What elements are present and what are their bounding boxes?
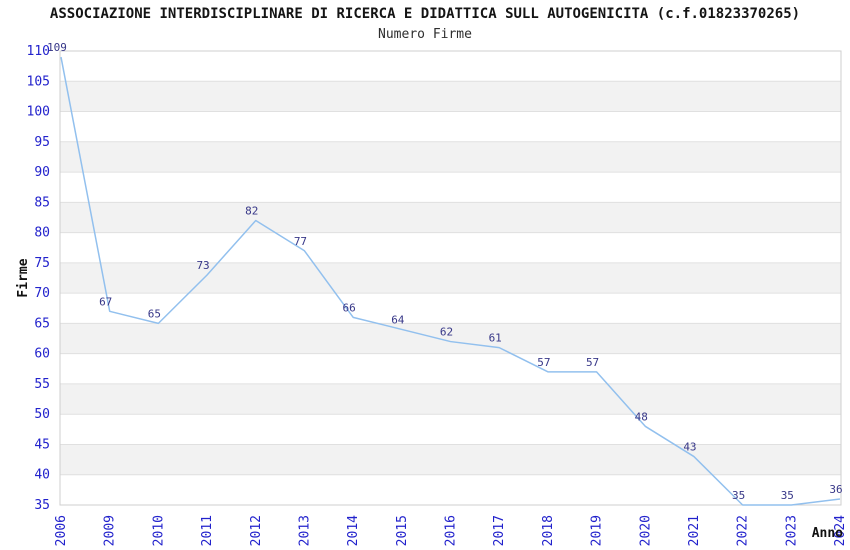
y-tick-label: 45 bbox=[34, 437, 50, 452]
data-label: 35 bbox=[732, 489, 745, 502]
x-tick-label: 2018 bbox=[541, 515, 556, 546]
y-tick-label: 80 bbox=[34, 226, 50, 241]
data-label: 57 bbox=[537, 356, 550, 369]
y-tick-label: 75 bbox=[34, 256, 50, 271]
grid-band bbox=[60, 262, 841, 294]
chart-subtitle: Numero Firme bbox=[378, 27, 472, 42]
data-line bbox=[60, 56, 841, 506]
x-tick-label: 2009 bbox=[103, 515, 118, 546]
x-tick-label: 2023 bbox=[784, 515, 799, 546]
y-tick-label: 35 bbox=[34, 498, 50, 513]
data-label: 77 bbox=[294, 235, 307, 248]
x-tick-label: 2019 bbox=[590, 515, 605, 546]
data-label: 73 bbox=[196, 259, 209, 272]
data-label: 65 bbox=[148, 307, 161, 320]
data-label: 62 bbox=[440, 326, 453, 339]
data-label: 57 bbox=[586, 356, 599, 369]
x-tick-label: 2013 bbox=[297, 515, 312, 546]
x-tick-label: 2021 bbox=[687, 515, 702, 546]
data-label: 35 bbox=[781, 489, 794, 502]
x-tick-label: 2016 bbox=[444, 515, 459, 546]
data-label: 36 bbox=[829, 483, 842, 496]
data-label: 48 bbox=[635, 410, 648, 423]
data-label: 82 bbox=[245, 204, 258, 217]
y-tick-label: 85 bbox=[34, 195, 50, 210]
x-tick-label: 2014 bbox=[346, 515, 361, 546]
y-tick-label: 110 bbox=[27, 44, 50, 59]
y-tick-label: 60 bbox=[34, 347, 50, 362]
y-tick-label: 90 bbox=[34, 165, 50, 180]
grid-band bbox=[60, 141, 841, 173]
grid-band bbox=[60, 202, 841, 233]
y-tick-label: 40 bbox=[34, 468, 50, 483]
x-axis-title: Anno bbox=[812, 526, 843, 541]
y-tick-label: 95 bbox=[34, 135, 50, 150]
data-label: 43 bbox=[683, 441, 696, 454]
y-axis-title: Firme bbox=[16, 258, 31, 297]
x-tick-label: 2012 bbox=[249, 515, 264, 546]
chart-title: ASSOCIAZIONE INTERDISCIPLINARE DI RICERC… bbox=[49, 6, 801, 22]
x-tick-label: 2022 bbox=[736, 515, 751, 546]
data-label: 64 bbox=[391, 313, 405, 326]
x-tick-label: 2011 bbox=[200, 515, 215, 546]
plot-border bbox=[59, 50, 842, 506]
grid-band bbox=[60, 81, 841, 112]
data-label: 61 bbox=[489, 332, 502, 345]
y-tick-label: 70 bbox=[34, 286, 50, 301]
x-tick-label: 2015 bbox=[395, 515, 410, 546]
grid-band bbox=[60, 383, 841, 415]
y-tick-label: 55 bbox=[34, 377, 50, 392]
y-tick-label: 105 bbox=[27, 74, 50, 89]
grid-band bbox=[60, 323, 841, 354]
data-label: 66 bbox=[343, 301, 356, 314]
x-tick-label: 2024 bbox=[833, 515, 848, 546]
y-tick-label: 100 bbox=[27, 105, 50, 120]
x-tick-label: 2020 bbox=[638, 515, 653, 546]
grid-band bbox=[60, 444, 841, 475]
data-label: 67 bbox=[99, 295, 112, 308]
x-tick-label: 2017 bbox=[492, 515, 507, 546]
x-tick-label: 2006 bbox=[54, 515, 69, 546]
y-tick-label: 50 bbox=[34, 407, 50, 422]
x-tick-label: 2010 bbox=[151, 515, 166, 546]
y-tick-label: 65 bbox=[34, 316, 50, 331]
data-label: 109 bbox=[47, 41, 67, 54]
